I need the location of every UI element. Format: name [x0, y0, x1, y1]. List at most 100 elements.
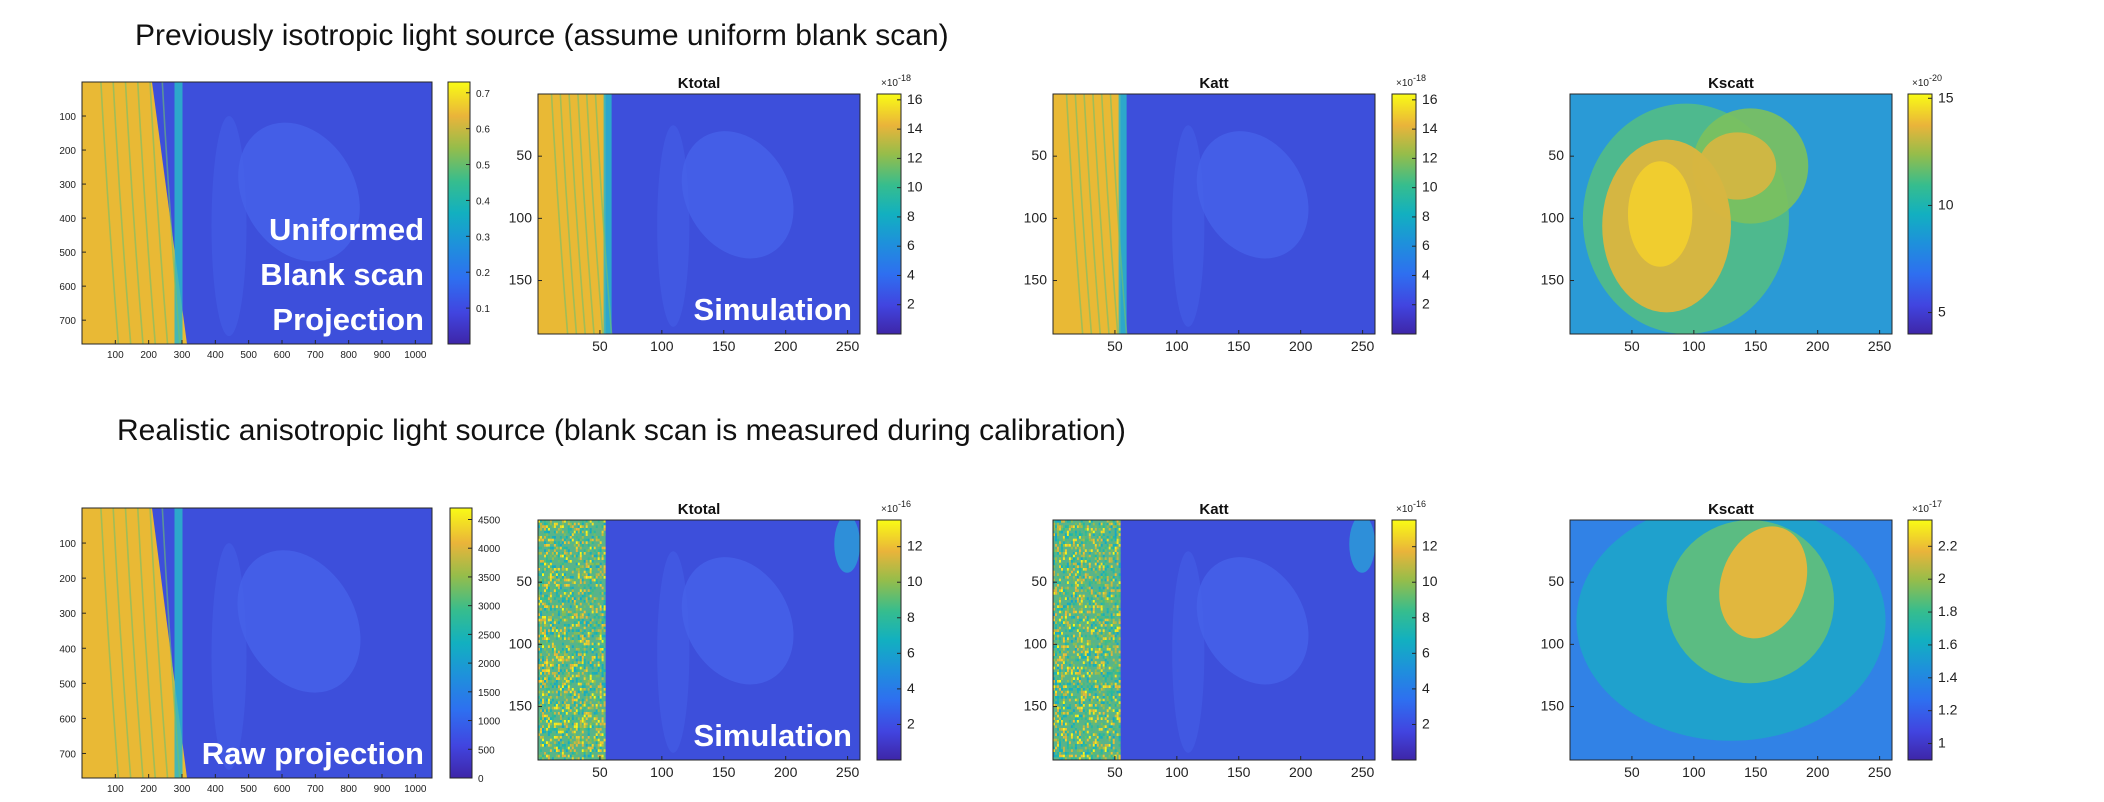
noise-cell — [603, 616, 606, 619]
noise-cell — [589, 632, 592, 635]
noise-cell — [603, 685, 606, 688]
noise-cell — [587, 741, 590, 744]
noise-cell — [547, 528, 550, 531]
noise-cell — [1070, 640, 1073, 643]
noise-cell — [1078, 522, 1081, 526]
noise-cell — [593, 618, 596, 622]
noise-cell — [540, 730, 542, 734]
noise-cell — [1074, 522, 1077, 526]
noise-cell — [1053, 688, 1055, 691]
noise-cell — [1068, 560, 1071, 563]
noise-cell — [1086, 754, 1089, 758]
noise-cell — [1076, 714, 1079, 718]
noise-cell — [540, 536, 542, 539]
noise-cell — [1066, 605, 1069, 608]
noise-cell — [1106, 653, 1109, 656]
noise-cell — [1068, 562, 1071, 566]
noise-cell — [597, 648, 600, 651]
noise-cell — [1057, 632, 1059, 635]
noise-cell — [1106, 632, 1109, 635]
noise-cell — [601, 698, 604, 702]
band-streak — [594, 94, 613, 334]
noise-cell — [599, 749, 602, 752]
noise-cell — [1086, 722, 1089, 726]
noise-cell — [1110, 525, 1113, 528]
noise-cell — [561, 565, 564, 568]
noise-cell — [1078, 677, 1081, 680]
noise-cell — [593, 672, 596, 675]
noise-cell — [575, 616, 578, 619]
noise-cell — [547, 634, 550, 638]
noise-cell — [565, 546, 568, 550]
band-streak — [559, 94, 578, 334]
noise-cell — [597, 674, 600, 678]
noise-cell — [1061, 717, 1063, 720]
noise-cell — [589, 645, 592, 648]
noise-cell — [1118, 698, 1121, 702]
noise-cell — [1082, 656, 1085, 659]
noise-cell — [1055, 629, 1057, 632]
noise-cell — [538, 634, 540, 638]
colorbar-exponent: ×10-17 — [1912, 499, 1942, 515]
noise-cell — [547, 677, 550, 680]
noise-cell — [603, 722, 606, 726]
noise-cell — [1074, 648, 1077, 651]
noise-cell — [1110, 637, 1113, 640]
noise-cell — [1112, 613, 1115, 616]
noise-cell — [569, 754, 572, 758]
noise-cell — [1100, 717, 1103, 720]
noise-cell — [1112, 754, 1115, 758]
noise-cell — [1104, 656, 1107, 659]
noise-cell — [1053, 554, 1055, 558]
noise-cell — [1116, 541, 1119, 544]
noise-cell — [1072, 677, 1075, 680]
noise-cell — [601, 554, 604, 558]
noise-cell — [551, 714, 554, 718]
noise-cell — [567, 717, 570, 720]
noise-cell — [546, 693, 548, 696]
band-streak — [1109, 94, 1128, 334]
noise-cell — [1055, 653, 1057, 656]
noise-cell — [1092, 749, 1095, 752]
noise-cell — [1059, 605, 1061, 608]
noise-cell — [567, 669, 570, 672]
noise-cell — [593, 632, 596, 635]
noise-cell — [591, 666, 594, 670]
noise-cell — [1064, 738, 1067, 742]
colorbar — [876, 93, 902, 335]
noise-cell — [557, 573, 560, 576]
noise-cell — [1106, 578, 1109, 582]
noise-cell — [571, 656, 574, 659]
noise-cell — [595, 552, 598, 555]
noise-cell — [579, 613, 582, 616]
noise-cell — [542, 618, 544, 622]
noise-cell — [1078, 530, 1081, 534]
noise-cell — [547, 720, 550, 723]
noise-cell — [1110, 749, 1113, 752]
noise-cell — [599, 661, 602, 664]
heatmap-field — [82, 508, 432, 778]
noise-cell — [544, 669, 546, 672]
noise-cell — [551, 733, 554, 736]
noise-cell — [593, 688, 596, 691]
noise-cell — [579, 653, 582, 656]
noise-cell — [593, 645, 596, 648]
noise-cell — [1055, 557, 1057, 560]
noise-cell — [595, 717, 598, 720]
noise-cell — [1070, 533, 1073, 536]
noise-cell — [1070, 656, 1073, 659]
noise-cell — [577, 728, 580, 731]
noise-cell — [575, 664, 578, 667]
noise-cell — [557, 645, 560, 648]
noise-cell — [1053, 746, 1055, 750]
noise-cell — [1082, 578, 1085, 582]
noise-cell — [549, 565, 552, 568]
noise-cell — [1068, 712, 1071, 715]
noise-cell — [565, 706, 568, 710]
noise-cell — [1116, 610, 1119, 614]
noise-cell — [563, 618, 566, 622]
x-tick-label: 250 — [1351, 338, 1375, 354]
noise-cell — [1096, 666, 1099, 670]
noise-cell — [1072, 594, 1075, 598]
noise-cell — [1096, 626, 1099, 630]
